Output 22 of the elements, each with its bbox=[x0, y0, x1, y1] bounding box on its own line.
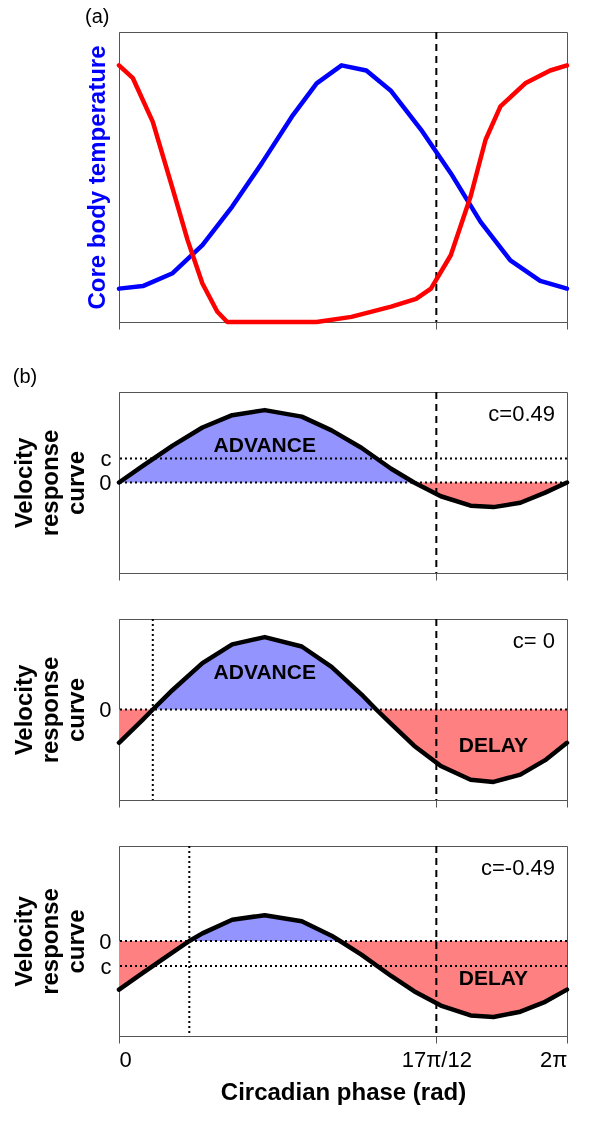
y-axis-title: Velocity response curve bbox=[10, 888, 90, 995]
ref-line-label: c bbox=[100, 446, 112, 472]
ref-line-label: 0 bbox=[99, 470, 112, 495]
y-axis-title: Velocity response curve bbox=[10, 429, 90, 537]
annotation: c=0.49 bbox=[488, 401, 555, 426]
text: c=-0.49 bbox=[481, 855, 555, 880]
annotation: c= 0 bbox=[512, 628, 555, 653]
ref-line-label: 0 bbox=[99, 697, 112, 722]
y-axis-title: Core body temperature bbox=[82, 45, 110, 310]
x-tick-label: 2π bbox=[540, 1046, 568, 1072]
x-tick-label: 0 bbox=[119, 1046, 132, 1072]
series-label: DELAY bbox=[458, 966, 529, 989]
x-axis-title: Circadian phase (rad) bbox=[220, 1077, 467, 1105]
series-label: ADVANCE bbox=[213, 433, 316, 457]
chart-title: (a) bbox=[85, 5, 110, 27]
series-label: ADVANCE bbox=[213, 660, 316, 684]
chart-title: (b) bbox=[12, 365, 38, 387]
y-axis-title: Velocity response curve bbox=[10, 656, 90, 764]
ref-line-label: 0 bbox=[99, 928, 112, 954]
ref-line-label: c bbox=[100, 953, 112, 979]
x-tick-label: 17π/12 bbox=[401, 1046, 472, 1072]
series-label: DELAY bbox=[458, 732, 529, 756]
